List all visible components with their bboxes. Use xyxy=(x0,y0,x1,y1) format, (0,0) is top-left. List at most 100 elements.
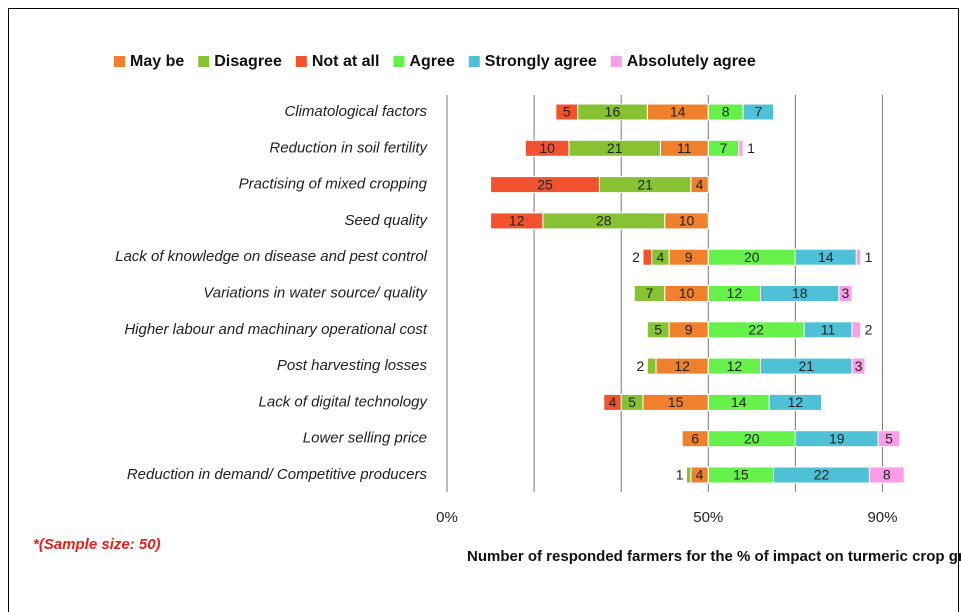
value-label: 12 xyxy=(509,213,525,229)
value-label: 4 xyxy=(609,394,617,410)
category-label: Climatological factors xyxy=(284,103,427,120)
value-label: 20 xyxy=(744,249,760,265)
value-label: 2 xyxy=(637,358,645,374)
value-label: 20 xyxy=(744,430,760,446)
value-label: 5 xyxy=(885,430,893,446)
legend-swatch xyxy=(468,56,480,67)
bar-segment xyxy=(633,285,666,302)
bar-segment xyxy=(642,248,653,266)
category-label: Reduction in soil fertility xyxy=(269,139,428,156)
category-label: Lack of digital technology xyxy=(259,393,429,410)
value-label: 21 xyxy=(798,358,814,374)
legend-label: Strongly agree xyxy=(485,53,597,70)
x-axis-title: Number of responded farmers for the % of… xyxy=(467,548,961,565)
category-label: Variations in water source/ quality xyxy=(203,284,428,301)
bar-segment xyxy=(646,321,670,339)
value-label: 21 xyxy=(607,140,623,156)
bar-segment xyxy=(851,321,862,339)
value-label: 9 xyxy=(685,322,693,338)
value-label: 5 xyxy=(654,322,662,338)
value-label: 14 xyxy=(731,394,747,410)
legend-swatch xyxy=(295,56,307,67)
x-tick-label: 0% xyxy=(436,509,458,526)
legend-swatch xyxy=(610,56,622,67)
category-label: Lack of knowledge on disease and pest co… xyxy=(115,248,428,265)
value-label: 4 xyxy=(696,467,704,483)
value-label: 8 xyxy=(722,104,730,120)
value-label: 22 xyxy=(814,467,830,483)
bar-segment xyxy=(524,139,570,157)
legend-label: Agree xyxy=(409,53,454,70)
legend-label: May be xyxy=(130,53,184,70)
bar-segment xyxy=(742,103,775,121)
value-label: 28 xyxy=(596,213,612,229)
x-tick-label: 50% xyxy=(693,509,723,526)
value-label: 5 xyxy=(563,104,571,120)
bar-segment xyxy=(738,139,744,157)
bar-segment xyxy=(686,466,692,484)
value-label: 7 xyxy=(646,285,654,301)
bar-segment xyxy=(877,430,901,448)
value-label: 14 xyxy=(670,104,686,120)
value-label: 10 xyxy=(679,213,695,229)
category-label: Reduction in demand/ Competitive produce… xyxy=(127,466,428,483)
value-label: 2 xyxy=(865,322,873,338)
value-label: 4 xyxy=(696,176,704,192)
value-label: 2 xyxy=(632,249,640,265)
value-label: 8 xyxy=(883,467,891,483)
value-label: 15 xyxy=(733,467,749,483)
bar-segment xyxy=(855,248,862,266)
bar-segment xyxy=(490,176,600,194)
value-label: 14 xyxy=(818,249,834,265)
bar-segment xyxy=(868,466,905,484)
value-label: 12 xyxy=(788,394,804,410)
value-label: 9 xyxy=(685,249,693,265)
legend-swatch xyxy=(198,56,210,67)
value-label: 3 xyxy=(855,358,863,374)
value-label: 1 xyxy=(865,249,873,265)
bar-segment xyxy=(490,212,544,230)
chart-frame xyxy=(8,8,959,612)
value-label: 5 xyxy=(628,394,636,410)
bar-segment xyxy=(646,357,657,375)
value-label: 12 xyxy=(727,358,743,374)
value-label: 7 xyxy=(720,140,728,156)
legend-label: Disagree xyxy=(214,53,282,70)
legend-swatch xyxy=(393,56,405,67)
value-label: 1 xyxy=(747,140,755,156)
category-label: Post harvesting losses xyxy=(277,357,428,374)
legend-label: Not at all xyxy=(312,53,380,70)
value-label: 19 xyxy=(829,430,845,446)
value-label: 4 xyxy=(656,249,664,265)
value-label: 3 xyxy=(842,285,850,301)
value-label: 7 xyxy=(754,104,762,120)
sample-note: *(Sample size: 50) xyxy=(33,536,161,553)
legend-swatch xyxy=(114,56,125,67)
value-label: 12 xyxy=(727,285,743,301)
bar-segment xyxy=(603,393,622,411)
value-label: 10 xyxy=(539,140,555,156)
bar-segment xyxy=(838,285,853,302)
value-label: 1 xyxy=(676,467,684,483)
value-label: 10 xyxy=(679,285,695,301)
value-label: 21 xyxy=(637,176,653,192)
value-label: 22 xyxy=(748,322,764,338)
bar-segment xyxy=(851,357,866,375)
value-label: 25 xyxy=(537,176,553,192)
value-label: 15 xyxy=(668,394,684,410)
value-label: 11 xyxy=(677,140,692,156)
value-label: 16 xyxy=(605,104,621,120)
category-label: Higher labour and machinary operational … xyxy=(124,321,428,338)
category-label: Lower selling price xyxy=(303,430,427,447)
category-label: Seed quality xyxy=(344,212,428,229)
bar-segment xyxy=(768,393,822,411)
category-label: Practising of mixed cropping xyxy=(239,176,428,193)
legend-label: Absolutely agree xyxy=(627,53,756,70)
bar-segment xyxy=(555,103,579,121)
value-label: 12 xyxy=(674,358,690,374)
x-tick-label: 90% xyxy=(867,509,897,526)
value-label: 6 xyxy=(691,430,699,446)
value-label: 18 xyxy=(792,285,808,301)
value-label: 11 xyxy=(821,322,836,338)
